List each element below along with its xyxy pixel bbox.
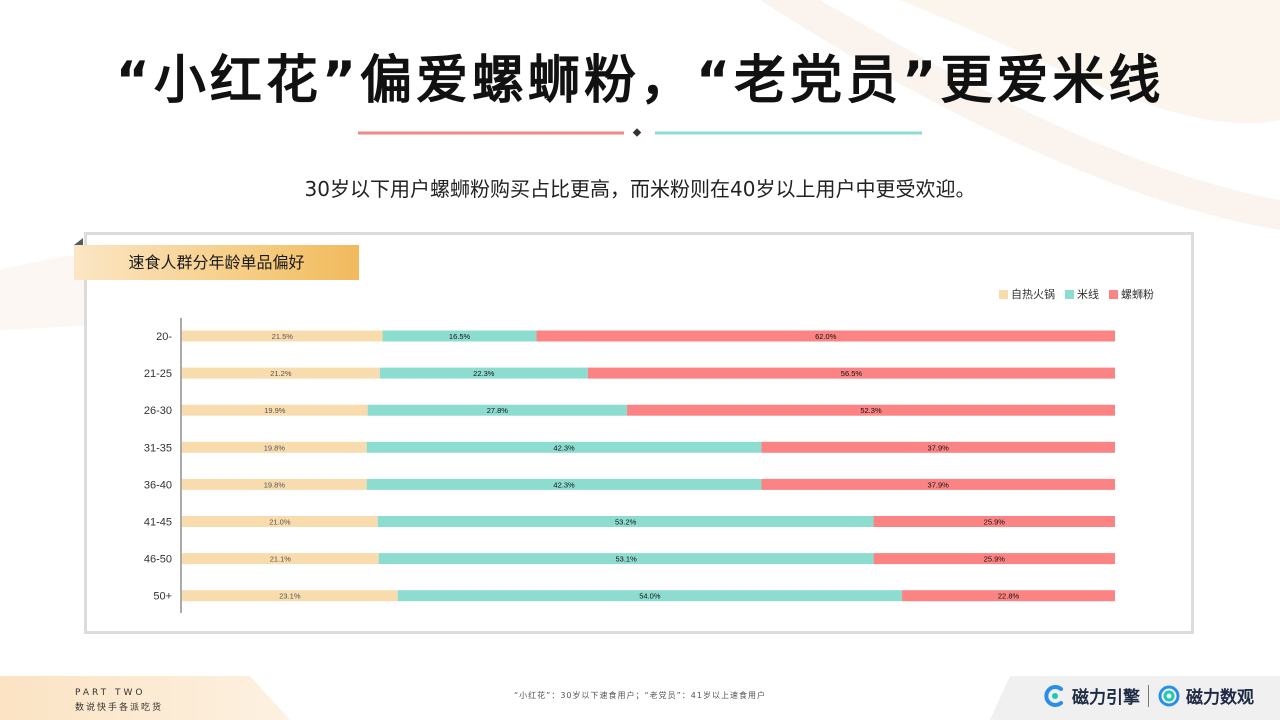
data-label-hotpot: 19.9% <box>264 406 286 415</box>
chart-panel <box>84 232 1194 634</box>
y-tick-label: 36-40 <box>144 479 172 491</box>
page-title: “小红花”偏爱螺蛳粉，“老党员”更爱米线 <box>115 51 1165 111</box>
footer-band <box>0 676 1280 720</box>
bar-segment-luosifen <box>902 590 1115 602</box>
bar-segment-rice-noodle <box>382 330 537 342</box>
data-label-luosifen: 62.0% <box>815 332 837 341</box>
brand-logos: 磁力引擎 磁力数观 <box>1043 683 1254 708</box>
chart-legend: 自热火锅 米线 螺蛳粉 <box>999 286 1154 302</box>
bar-segment-rice-noodle <box>366 441 762 453</box>
bar-segment-hotpot <box>182 367 380 379</box>
data-label-rice-noodle: 54.0% <box>639 592 661 601</box>
chart-panel-title: 速食人群分年龄单品偏好 <box>128 253 305 272</box>
data-label-rice-noodle: 42.3% <box>553 443 575 452</box>
data-label-rice-noodle: 53.1% <box>615 555 637 564</box>
data-label-luosifen: 25.9% <box>984 518 1006 527</box>
bar-segment-rice-noodle <box>367 404 628 416</box>
bar-segment-rice-noodle <box>379 367 588 379</box>
data-label-luosifen: 56.5% <box>841 369 863 378</box>
legend-swatch-rice-noodle <box>1065 289 1074 299</box>
logo-cili-engine-text: 磁力引擎 <box>1072 688 1140 708</box>
legend-label-rice-noodle: 米线 <box>1077 288 1099 301</box>
y-tick-label: 31-35 <box>144 442 172 454</box>
subtitle: 30岁以下用户螺蛳粉购买占比更高，而米粉则在40岁以上用户中更受欢迎。 <box>304 177 976 201</box>
bar-segment-hotpot <box>182 590 398 602</box>
data-label-luosifen: 25.9% <box>984 555 1006 564</box>
bar-segment-rice-noodle <box>378 553 874 565</box>
data-label-luosifen: 52.3% <box>860 406 882 415</box>
footnote: “小红花”：30岁以下速食用户；“老党员”：41岁以上速食用户 <box>514 691 766 700</box>
bar-segment-hotpot <box>182 330 383 342</box>
bar-segment-luosifen <box>873 516 1115 527</box>
bar-segment-luosifen <box>536 330 1115 342</box>
logo-cili-engine: 磁力引擎 <box>1043 683 1140 708</box>
bar-segment-luosifen <box>761 478 1115 490</box>
legend-label-hotpot: 自热火锅 <box>1011 288 1055 301</box>
legend-item-luosifen: 螺蛳粉 <box>1109 286 1154 302</box>
legend-label-luosifen: 螺蛳粉 <box>1121 288 1154 301</box>
logo-cili-shuguan: 磁力数观 <box>1157 683 1254 708</box>
data-label-rice-noodle: 42.3% <box>553 480 575 489</box>
bar-segment-hotpot <box>182 404 368 416</box>
cili-shuguan-icon <box>1158 685 1180 706</box>
cili-engine-icon <box>1044 684 1063 707</box>
y-tick-label: 50+ <box>153 591 172 603</box>
y-tick-label: 41-45 <box>144 517 172 529</box>
data-label-hotpot: 21.1% <box>270 555 292 564</box>
legend-item-rice-noodle: 米线 <box>1065 286 1099 302</box>
bar-segment-hotpot <box>182 516 378 527</box>
data-label-luosifen: 37.9% <box>928 480 950 489</box>
chart-panel-tab: 速食人群分年龄单品偏好 <box>74 245 359 280</box>
bar-segment-rice-noodle <box>377 516 874 527</box>
bar-segment-rice-noodle <box>366 478 762 490</box>
bar-segment-luosifen <box>761 441 1115 453</box>
data-label-hotpot: 21.0% <box>269 518 291 527</box>
y-tick-label: 21-25 <box>144 368 172 380</box>
logo-divider <box>1148 684 1149 707</box>
data-label-rice-noodle: 27.8% <box>487 406 509 415</box>
tab-corner-decoration <box>74 238 83 245</box>
bar-segment-hotpot <box>182 441 367 453</box>
data-label-rice-noodle: 53.2% <box>615 518 637 527</box>
data-label-hotpot: 19.8% <box>264 443 286 452</box>
bar-segment-hotpot <box>182 553 379 565</box>
legend-item-hotpot: 自热火锅 <box>999 286 1055 302</box>
title-divider <box>358 128 922 137</box>
data-label-rice-noodle: 16.5% <box>449 332 471 341</box>
bar-segment-luosifen <box>627 404 1115 416</box>
data-label-rice-noodle: 22.3% <box>473 369 495 378</box>
legend-swatch-luosifen <box>1109 289 1118 299</box>
data-label-luosifen: 22.8% <box>998 592 1020 601</box>
data-label-hotpot: 21.5% <box>272 332 294 341</box>
bar-segment-luosifen <box>587 367 1115 379</box>
data-label-luosifen: 37.9% <box>928 443 950 452</box>
logo-cili-shuguan-text: 磁力数观 <box>1186 688 1254 708</box>
data-label-hotpot: 21.2% <box>270 369 292 378</box>
bar-segment-rice-noodle <box>397 590 903 602</box>
bar-segment-luosifen <box>873 553 1115 565</box>
y-tick-label: 26-30 <box>144 405 172 417</box>
data-label-hotpot: 23.1% <box>279 592 301 601</box>
bar-segment-hotpot <box>182 478 367 490</box>
part-subtitle: 数说快手各派吃货 <box>75 703 164 713</box>
part-label: PART TWO <box>75 688 146 698</box>
y-tick-label: 20- <box>156 331 172 343</box>
y-tick-label: 46-50 <box>144 554 172 566</box>
data-label-hotpot: 19.8% <box>264 480 286 489</box>
legend-swatch-hotpot <box>999 289 1008 299</box>
